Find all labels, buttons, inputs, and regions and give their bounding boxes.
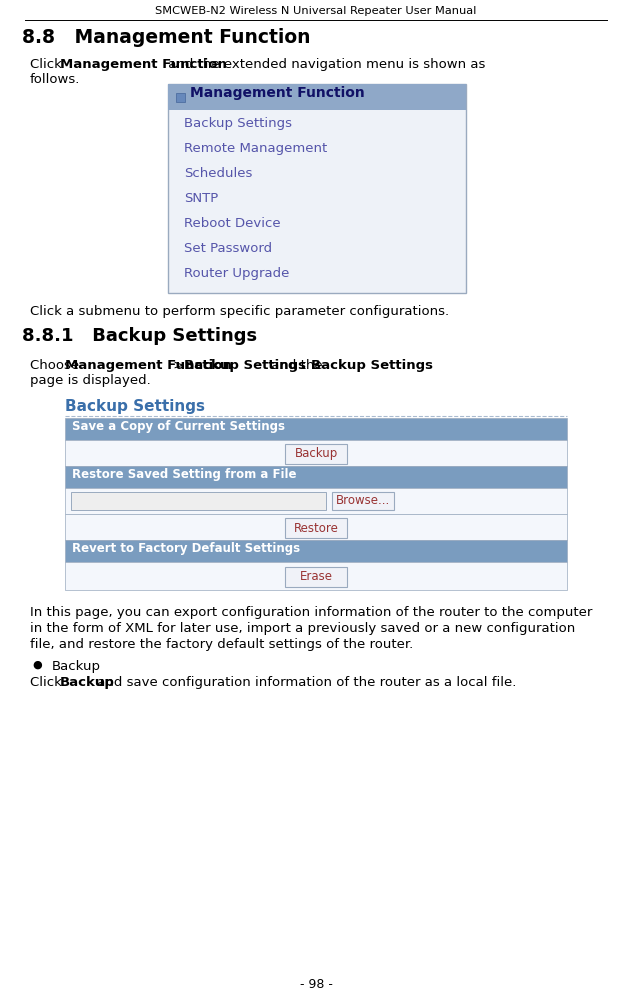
Bar: [285, 444, 347, 464]
Bar: [71, 492, 326, 510]
Text: Remote Management: Remote Management: [184, 142, 327, 155]
Text: Backup Settings: Backup Settings: [184, 359, 306, 372]
Bar: [65, 440, 567, 466]
Text: file, and restore the factory default settings of the router.: file, and restore the factory default se…: [30, 638, 413, 651]
Bar: [65, 418, 567, 440]
Text: and the extended navigation menu is shown as: and the extended navigation menu is show…: [164, 58, 486, 71]
Text: Backup Settings: Backup Settings: [65, 399, 205, 414]
Text: Click: Click: [30, 58, 66, 71]
Text: Click: Click: [30, 676, 66, 689]
Bar: [285, 567, 347, 587]
Text: in the form of XML for later use, import a previously saved or a new configurati: in the form of XML for later use, import…: [30, 622, 575, 635]
Text: SNTP: SNTP: [184, 192, 218, 205]
Bar: [65, 540, 567, 562]
Text: Management Function: Management Function: [64, 359, 231, 372]
Bar: [65, 488, 567, 514]
Text: SMCWEB-N2 Wireless N Universal Repeater User Manual: SMCWEB-N2 Wireless N Universal Repeater …: [155, 6, 477, 16]
Text: >: >: [169, 359, 189, 372]
Bar: [176, 93, 185, 102]
Text: Backup Settings: Backup Settings: [184, 117, 292, 130]
Text: Erase: Erase: [300, 571, 332, 584]
Text: - 98 -: - 98 -: [300, 978, 332, 991]
Text: Router Upgrade: Router Upgrade: [184, 267, 289, 280]
Bar: [65, 466, 567, 488]
Text: Backup: Backup: [52, 660, 101, 673]
Text: 8.8   Management Function: 8.8 Management Function: [22, 28, 310, 47]
Text: Backup Settings: Backup Settings: [311, 359, 433, 372]
Text: Schedules: Schedules: [184, 167, 252, 180]
Text: Set Password: Set Password: [184, 242, 272, 255]
Text: Management Function: Management Function: [59, 58, 226, 71]
Text: follows.: follows.: [30, 73, 80, 86]
Text: Backup: Backup: [295, 448, 337, 461]
Text: Restore Saved Setting from a File: Restore Saved Setting from a File: [72, 468, 296, 481]
Bar: [65, 562, 567, 590]
Text: Save a Copy of Current Settings: Save a Copy of Current Settings: [72, 420, 285, 433]
Text: and the: and the: [267, 359, 327, 372]
Text: Choose: Choose: [30, 359, 83, 372]
Text: Restore: Restore: [293, 521, 339, 534]
Bar: [285, 518, 347, 538]
Bar: [168, 84, 466, 110]
Text: page is displayed.: page is displayed.: [30, 374, 151, 387]
Text: Browse...: Browse...: [336, 495, 390, 507]
Bar: [65, 514, 567, 540]
Text: Reboot Device: Reboot Device: [184, 217, 281, 230]
Text: and save configuration information of the router as a local file.: and save configuration information of th…: [93, 676, 516, 689]
Text: Click a submenu to perform specific parameter configurations.: Click a submenu to perform specific para…: [30, 305, 449, 318]
Text: In this page, you can export configuration information of the router to the comp: In this page, you can export configurati…: [30, 606, 592, 619]
Text: Revert to Factory Default Settings: Revert to Factory Default Settings: [72, 542, 300, 555]
Text: Management Function: Management Function: [190, 86, 365, 100]
Text: 8.8.1   Backup Settings: 8.8.1 Backup Settings: [22, 327, 257, 345]
Bar: [332, 492, 394, 510]
Text: Backup: Backup: [59, 676, 114, 689]
Bar: [168, 84, 466, 293]
Text: ●: ●: [32, 660, 42, 670]
